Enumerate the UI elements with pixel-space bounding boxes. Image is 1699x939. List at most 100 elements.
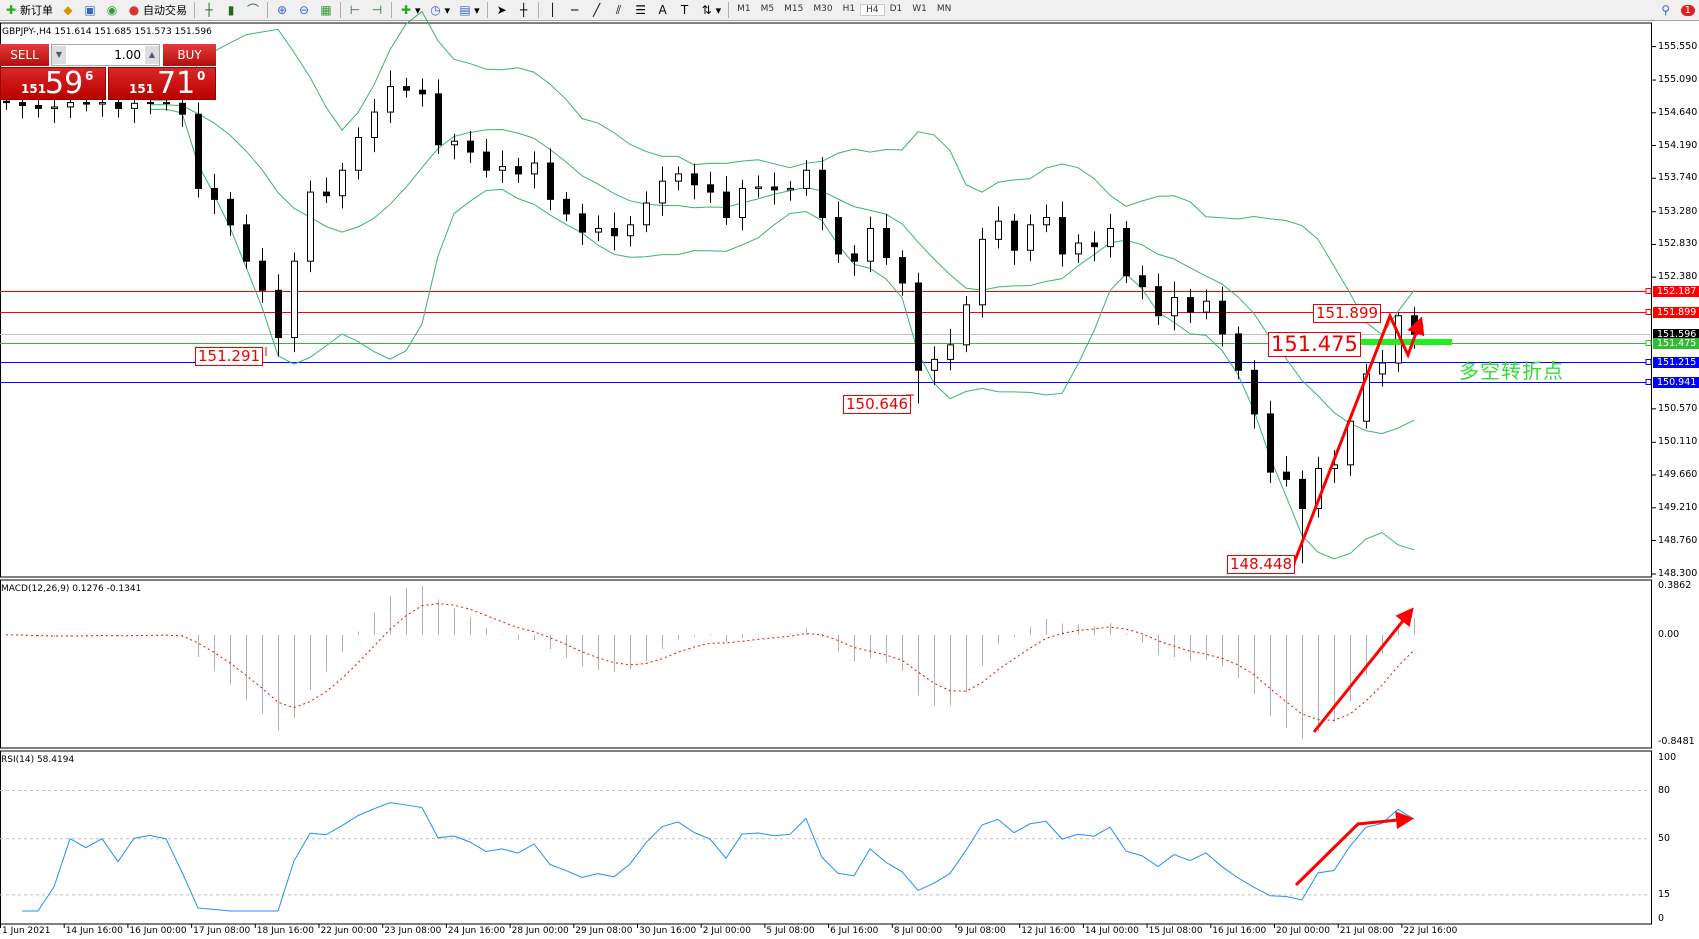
decrease-lot-icon[interactable]: ▼	[52, 46, 66, 64]
low-label-1[interactable]: 151.291	[195, 347, 264, 366]
candle	[339, 162, 346, 209]
line-handle[interactable]	[1645, 340, 1652, 346]
candle-body	[595, 227, 602, 233]
signals-button[interactable]: ◉	[101, 1, 123, 20]
macd-label: MACD(12,26,9) 0.1276 -0.1341	[1, 584, 142, 594]
candle-body	[1267, 413, 1274, 473]
rsi-line	[22, 802, 1415, 912]
rsi-indicator	[0, 790, 1650, 912]
candle	[1171, 281, 1178, 331]
macd-trend-arrow[interactable]	[1312, 607, 1414, 733]
high-label[interactable]: 151.899	[1313, 304, 1382, 323]
candle-body	[387, 86, 394, 113]
new-order-icon: ✚	[5, 3, 17, 17]
new-order-button[interactable]: ✚ 新订单	[5, 3, 53, 17]
vertical-line-button[interactable]: │	[542, 1, 564, 20]
zoom-in-button[interactable]: ⊕	[271, 1, 293, 20]
rsi-trend-arrow[interactable]	[1294, 811, 1414, 887]
text-button[interactable]: A	[652, 1, 674, 20]
line-handle[interactable]	[1645, 379, 1652, 385]
timeframe-w1[interactable]: W1	[912, 4, 927, 14]
candle-body	[371, 111, 378, 139]
line-handle[interactable]	[1645, 309, 1652, 315]
channel-button[interactable]: ⫽	[608, 1, 630, 20]
line-handle[interactable]	[1645, 288, 1652, 294]
timeframe-mn[interactable]: MN	[936, 4, 952, 14]
lot-input[interactable]: 1.00	[114, 48, 141, 62]
low-label-2[interactable]: 150.646	[843, 395, 912, 414]
candle-chart-button[interactable]: ▮	[220, 1, 242, 20]
zoom-out-button[interactable]: ⊖	[293, 1, 315, 20]
arrows-button[interactable]: ⇅ ▾	[701, 3, 722, 17]
candle	[723, 176, 730, 225]
timeframe-m30[interactable]: M30	[813, 4, 833, 14]
annotation-drawings[interactable]	[265, 312, 1452, 887]
candle	[579, 203, 586, 245]
candle-body	[1139, 275, 1146, 288]
macd-axis-label: 0.3862	[1658, 579, 1692, 591]
book-icon: ◆	[63, 3, 73, 17]
periods-button[interactable]: ◷ ▾	[430, 3, 451, 17]
cursor-icon: ➤	[496, 3, 507, 17]
low-label-3[interactable]: 148.448	[1227, 555, 1296, 574]
pivot-label[interactable]: 151.475	[1268, 332, 1361, 357]
candle	[627, 216, 634, 247]
trendline-button[interactable]: ╱	[586, 1, 608, 20]
price-axis-label: 148.300	[1658, 567, 1698, 579]
candle-body	[1059, 217, 1066, 255]
candle-body	[563, 198, 570, 215]
notifications-button[interactable]: 1	[1677, 1, 1699, 20]
lot-stepper[interactable]: ▼ 1.00 ▲	[51, 44, 160, 66]
timeframe-bar: M1 M5 M15 M30 H1 H4 D1 W1 MN	[732, 4, 956, 16]
cursor-button[interactable]: ➤	[491, 1, 513, 20]
axis-ticks	[0, 46, 1656, 928]
candle	[1043, 204, 1050, 233]
candle	[1219, 286, 1226, 347]
candle	[1139, 265, 1146, 300]
timeframe-h1[interactable]: H1	[842, 4, 856, 14]
price-axis-label: 154.190	[1658, 139, 1698, 151]
chart-frames	[0, 22, 1652, 925]
candle	[1155, 273, 1162, 325]
candle	[1027, 214, 1034, 262]
timeframe-m15[interactable]: M15	[784, 4, 804, 14]
buy-button[interactable]: BUY	[163, 44, 216, 66]
candle	[787, 181, 794, 201]
increase-lot-icon[interactable]: ▲	[145, 46, 159, 64]
templates-button[interactable]: ▤ ▾	[459, 3, 480, 17]
bar-chart-button[interactable]: ┼	[198, 1, 220, 20]
auto-trading-button[interactable]: ● 自动交易	[128, 3, 187, 17]
tile-windows-button[interactable]: ▦	[315, 1, 337, 20]
time-axis-label: 21 Jul 08:00	[1339, 926, 1394, 936]
metaeditor-button[interactable]: ▣	[79, 1, 101, 20]
chart-shift-button[interactable]: ⊣	[366, 1, 388, 20]
price-trend-arrow[interactable]	[1292, 312, 1425, 564]
line-chart-button[interactable]: ⌒	[242, 1, 264, 20]
crosshair-button[interactable]: ┼	[513, 1, 535, 20]
timeframe-m5[interactable]: M5	[760, 4, 775, 14]
history-button[interactable]: ◆	[57, 1, 79, 20]
label-button[interactable]: T	[674, 1, 696, 20]
candle-body	[291, 260, 298, 339]
candle	[1123, 221, 1130, 284]
auto-scroll-button[interactable]: ⊢	[344, 1, 366, 20]
indicators-button[interactable]: ✚ ▾	[400, 3, 421, 17]
time-axis-label: 28 Jun 00:00	[511, 926, 569, 936]
timeframe-m1[interactable]: M1	[737, 4, 751, 14]
fibonacci-button[interactable]: ☰	[630, 1, 652, 20]
search-button[interactable]: ⚲	[1655, 1, 1677, 20]
divider	[340, 2, 341, 18]
sell-button[interactable]: SELL	[0, 44, 49, 66]
candle	[371, 98, 378, 153]
buy-price[interactable]: 151 71 0	[108, 66, 216, 101]
candle-body	[339, 169, 346, 197]
sell-price[interactable]: 151 59 6	[0, 66, 106, 101]
timeframe-h4[interactable]: H4	[860, 4, 885, 16]
horizontal-line-button[interactable]: ─	[564, 1, 586, 20]
candle	[867, 216, 874, 273]
candles	[3, 70, 1418, 564]
timeframe-d1[interactable]: D1	[889, 4, 903, 14]
price-line-label: 151.475	[1653, 338, 1699, 349]
line-handle[interactable]	[1645, 359, 1652, 365]
